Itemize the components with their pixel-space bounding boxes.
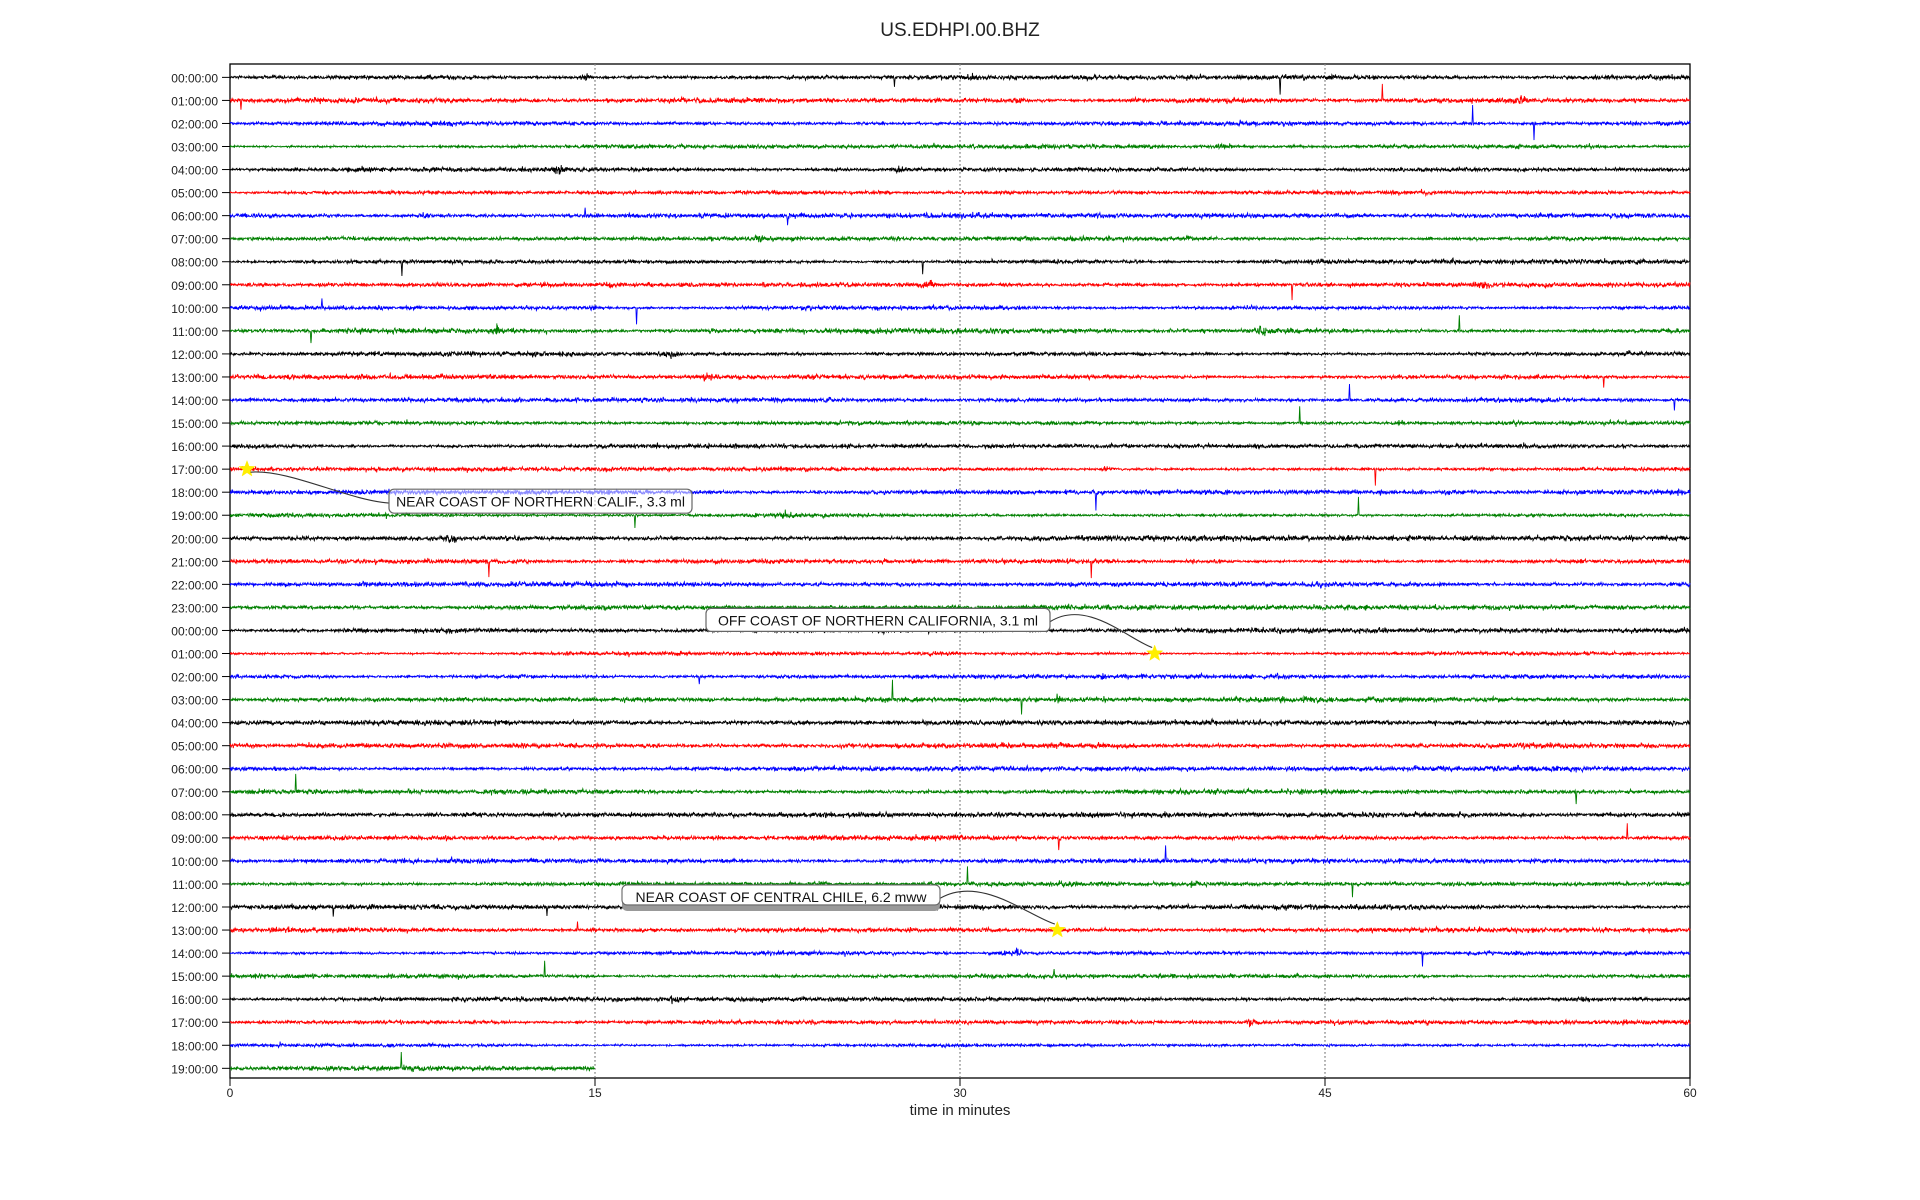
- svg-text:07:00:00: 07:00:00: [171, 786, 218, 800]
- svg-text:22:00:00: 22:00:00: [171, 578, 218, 592]
- svg-text:11:00:00: 11:00:00: [172, 878, 218, 892]
- svg-text:16:00:00: 16:00:00: [171, 993, 218, 1007]
- svg-text:03:00:00: 03:00:00: [171, 694, 218, 708]
- svg-text:15:00:00: 15:00:00: [171, 417, 218, 431]
- svg-text:06:00:00: 06:00:00: [171, 210, 218, 224]
- svg-text:16:00:00: 16:00:00: [171, 440, 218, 454]
- svg-text:NEAR COAST OF NORTHERN CALIF.,: NEAR COAST OF NORTHERN CALIF., 3.3 ml: [396, 494, 685, 510]
- svg-text:03:00:00: 03:00:00: [171, 141, 218, 155]
- svg-text:13:00:00: 13:00:00: [171, 371, 218, 385]
- svg-text:0: 0: [227, 1086, 234, 1100]
- svg-text:time in minutes: time in minutes: [910, 1102, 1011, 1119]
- svg-text:12:00:00: 12:00:00: [171, 901, 218, 915]
- svg-text:45: 45: [1318, 1086, 1332, 1100]
- svg-text:05:00:00: 05:00:00: [171, 187, 218, 201]
- svg-text:00:00:00: 00:00:00: [171, 624, 218, 638]
- svg-text:17:00:00: 17:00:00: [171, 1016, 218, 1030]
- svg-text:01:00:00: 01:00:00: [171, 648, 218, 662]
- svg-text:23:00:00: 23:00:00: [171, 601, 218, 615]
- svg-text:10:00:00: 10:00:00: [171, 302, 218, 316]
- svg-text:18:00:00: 18:00:00: [171, 486, 218, 500]
- svg-text:19:00:00: 19:00:00: [171, 509, 218, 523]
- svg-text:02:00:00: 02:00:00: [171, 117, 218, 131]
- svg-text:02:00:00: 02:00:00: [171, 671, 218, 685]
- svg-text:12:00:00: 12:00:00: [171, 348, 218, 362]
- svg-text:15: 15: [588, 1086, 602, 1100]
- svg-text:09:00:00: 09:00:00: [171, 279, 218, 293]
- svg-text:07:00:00: 07:00:00: [171, 233, 218, 247]
- svg-text:06:00:00: 06:00:00: [171, 763, 218, 777]
- svg-text:08:00:00: 08:00:00: [171, 256, 218, 270]
- svg-text:19:00:00: 19:00:00: [171, 1062, 218, 1076]
- svg-text:14:00:00: 14:00:00: [171, 394, 218, 408]
- svg-text:15:00:00: 15:00:00: [171, 970, 218, 984]
- svg-text:09:00:00: 09:00:00: [171, 832, 218, 846]
- svg-text:21:00:00: 21:00:00: [171, 555, 218, 569]
- svg-text:18:00:00: 18:00:00: [171, 1039, 218, 1053]
- svg-text:OFF COAST OF NORTHERN CALIFORN: OFF COAST OF NORTHERN CALIFORNIA, 3.1 ml: [718, 612, 1038, 628]
- svg-text:11:00:00: 11:00:00: [172, 325, 218, 339]
- svg-text:04:00:00: 04:00:00: [171, 717, 218, 731]
- svg-text:US.EDHPI.00.BHZ: US.EDHPI.00.BHZ: [880, 20, 1040, 41]
- svg-text:60: 60: [1683, 1086, 1697, 1100]
- svg-text:05:00:00: 05:00:00: [171, 740, 218, 754]
- svg-text:04:00:00: 04:00:00: [171, 164, 218, 178]
- svg-text:NEAR COAST OF CENTRAL CHILE, 6: NEAR COAST OF CENTRAL CHILE, 6.2 mww: [636, 889, 928, 905]
- svg-text:20:00:00: 20:00:00: [171, 532, 218, 546]
- svg-text:00:00:00: 00:00:00: [171, 71, 218, 85]
- svg-text:30: 30: [953, 1086, 967, 1100]
- svg-text:14:00:00: 14:00:00: [171, 947, 218, 961]
- svg-text:10:00:00: 10:00:00: [171, 855, 218, 869]
- svg-text:13:00:00: 13:00:00: [171, 924, 218, 938]
- svg-text:01:00:00: 01:00:00: [171, 94, 218, 108]
- svg-text:08:00:00: 08:00:00: [171, 809, 218, 823]
- svg-text:17:00:00: 17:00:00: [171, 463, 218, 477]
